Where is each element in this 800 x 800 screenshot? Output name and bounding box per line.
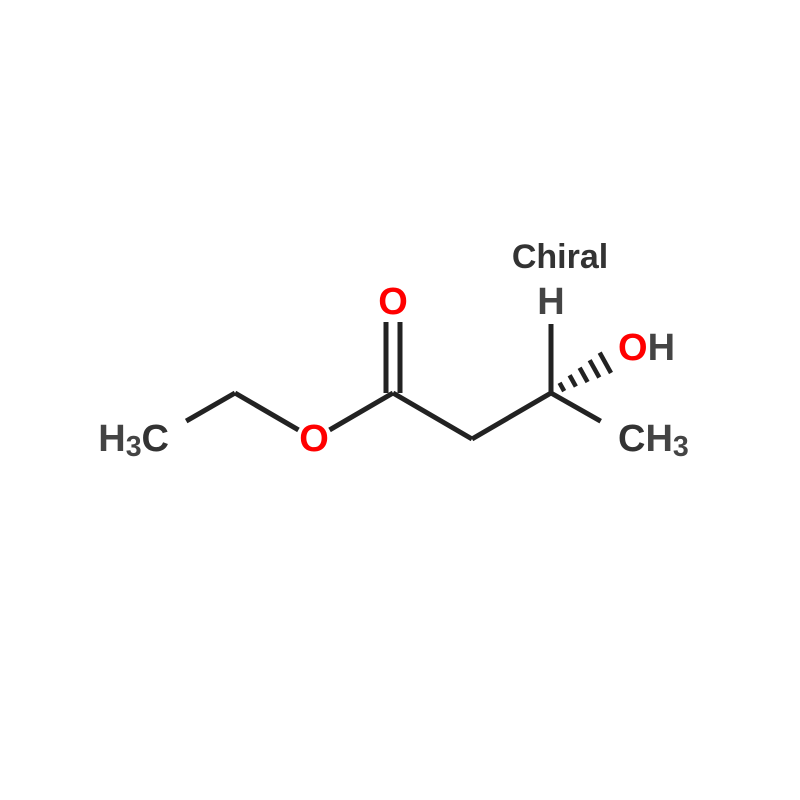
atom-Hup: H (537, 281, 564, 323)
bond-Ca-Cb (472, 393, 551, 439)
bond-Ccar-Ca (393, 393, 472, 439)
atom-Oket: O (378, 281, 408, 323)
bond-Cb-CH3 (551, 393, 601, 421)
bond-Oes-Ccar (330, 393, 393, 430)
atom-Oes: O (299, 418, 329, 460)
atom-OH: OH (618, 327, 675, 369)
bond-C1-C2 (186, 393, 235, 421)
bond-Cb-OH-hash-5 (600, 353, 611, 373)
chiral-label: Chiral (512, 238, 608, 276)
bond-Cb-OH-hash-1 (560, 383, 565, 391)
bond-Cb-OH-hash-3 (580, 368, 588, 382)
bond-Cb-OH-hash-4 (590, 360, 600, 377)
bond-C2-Oes (235, 393, 298, 430)
atom-CH3: CH3 (618, 418, 689, 463)
molecule-diagram: H3C O O CH3 OH H Chiral (0, 0, 800, 800)
bond-Cb-OH-hash-2 (570, 375, 576, 386)
atom-C1: H3C (98, 418, 169, 463)
